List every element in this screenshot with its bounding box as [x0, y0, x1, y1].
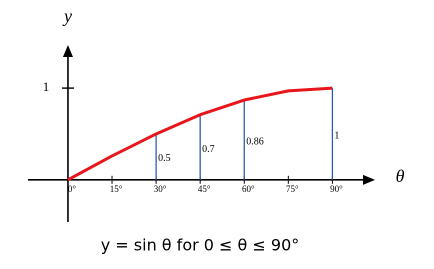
x-tick-label: 30°: [154, 184, 167, 194]
drop-line-label: 1: [334, 130, 339, 141]
x-axis-arrow: [363, 174, 375, 185]
y-axis-arrow: [62, 45, 73, 57]
x-tick-label: 45°: [198, 184, 211, 194]
x-tick-label: 15°: [110, 184, 123, 194]
curve: [67, 86, 333, 182]
x-tick-label: 0°: [68, 184, 77, 194]
y-axis-label: y: [62, 6, 72, 26]
drop-line-label: 0.86: [246, 137, 264, 148]
x-tick-label: 60°: [242, 184, 255, 194]
y-tick-label: 1: [43, 79, 50, 94]
x-tick-label: 90°: [330, 184, 343, 194]
drop-line-label: 0.7: [202, 144, 215, 155]
drop-line-label: 0.5: [158, 153, 171, 164]
x-axis-label: θ: [396, 166, 405, 186]
x-tick-label: 75°: [286, 184, 299, 194]
caption: y = sin θ for 0 ≤ θ ≤ 90°: [101, 236, 300, 255]
